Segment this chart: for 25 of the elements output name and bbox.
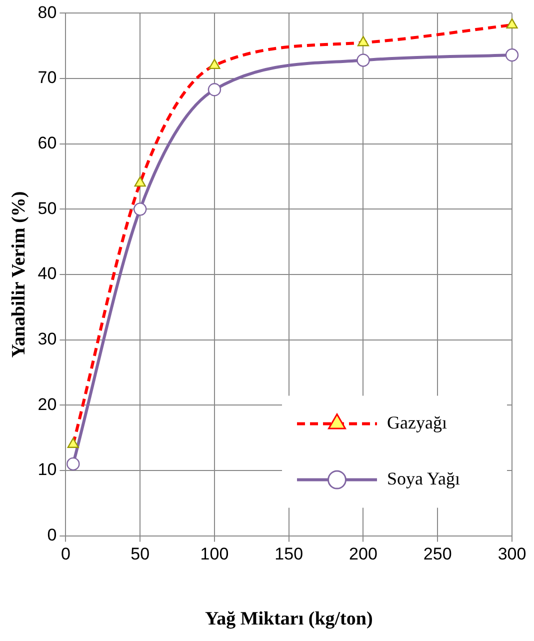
x-tick-label: 300 [498, 544, 526, 564]
x-tick-label: 100 [200, 544, 229, 564]
y-tick-label: 10 [38, 460, 57, 480]
y-tick-label: 0 [47, 525, 57, 544]
legend-label: Soya Yağı [387, 468, 460, 489]
x-axis-title: Yağ Miktarı (kg/ton) [204, 608, 373, 630]
y-tick-label: 80 [38, 2, 57, 22]
point [208, 83, 222, 96]
y-tick-label: 30 [38, 330, 57, 349]
x-tick-label: 200 [349, 544, 378, 564]
x-tick-label: 50 [130, 544, 150, 564]
y-axis-title: Yanabilir Verim (%) [8, 191, 30, 358]
y-tick-label: 50 [38, 198, 57, 218]
x-tick-label: 0 [60, 544, 70, 564]
point [356, 54, 370, 67]
y-tick-label: 70 [38, 68, 57, 88]
legend-label: Gazyağı [387, 412, 447, 433]
y-tick-label: 20 [38, 394, 57, 414]
y-tick-label: 60 [38, 134, 57, 153]
y-tick-label: 40 [38, 264, 57, 284]
x-tick-label: 150 [274, 544, 304, 564]
x-tick-label: 250 [423, 544, 452, 564]
point [133, 202, 147, 216]
point [505, 48, 519, 62]
point [66, 457, 80, 471]
